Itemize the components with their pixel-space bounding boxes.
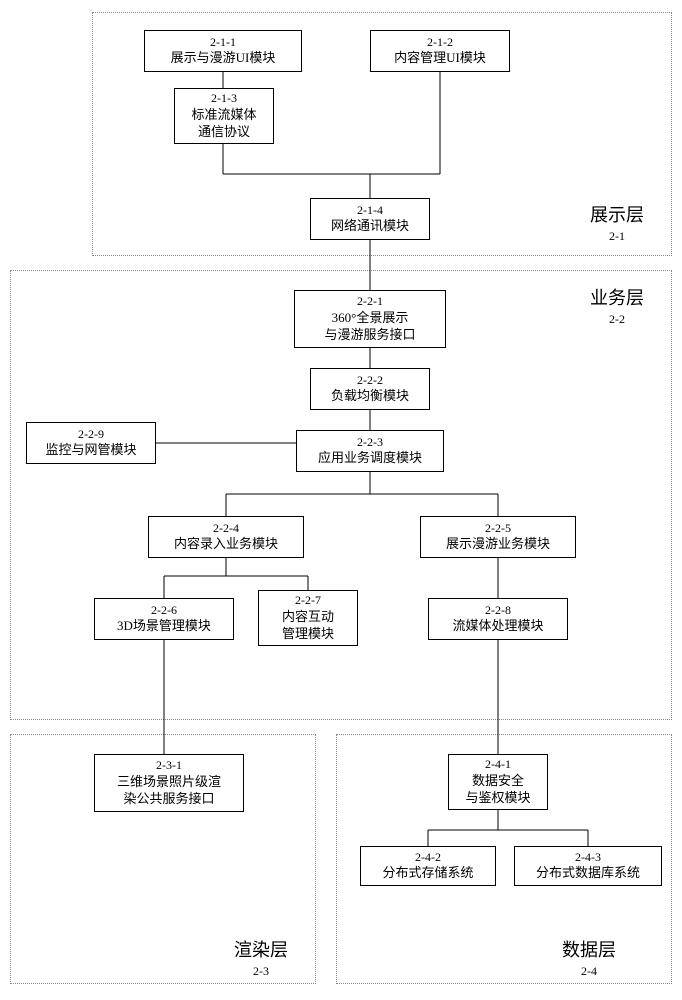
layer-label-text: 数据层 bbox=[562, 940, 616, 960]
node-n222: 2-2-2负载均衡模块 bbox=[310, 368, 430, 410]
layer-render-label: 渲染层 2-3 bbox=[234, 940, 288, 978]
layer-label-code: 2-4 bbox=[562, 964, 616, 978]
node-code: 2-2-2 bbox=[357, 373, 383, 389]
node-code: 2-4-1 bbox=[485, 757, 511, 773]
node-code: 2-1-1 bbox=[210, 35, 236, 51]
node-code: 2-2-8 bbox=[485, 603, 511, 619]
node-n242: 2-4-2分布式存储系统 bbox=[360, 846, 496, 886]
node-n228: 2-2-8流媒体处理模块 bbox=[428, 598, 568, 640]
node-n221: 2-2-1360°全景展示与漫游服务接口 bbox=[294, 290, 446, 348]
layer-presentation-label: 展示层 2-1 bbox=[590, 205, 644, 243]
node-n213: 2-1-3标准流媒体通信协议 bbox=[174, 88, 274, 144]
node-n229: 2-2-9监控与网管模块 bbox=[26, 422, 156, 464]
node-label: 数据安全与鉴权模块 bbox=[465, 773, 530, 807]
layer-label-text: 业务层 bbox=[590, 288, 644, 308]
node-n241: 2-4-1数据安全与鉴权模块 bbox=[448, 754, 548, 810]
node-code: 2-2-4 bbox=[213, 521, 239, 537]
node-label: 标准流媒体通信协议 bbox=[191, 107, 256, 141]
node-n231: 2-3-1三维场景照片级渲染公共服务接口 bbox=[94, 754, 244, 812]
layer-label-text: 展示层 bbox=[590, 205, 644, 225]
node-n212: 2-1-2内容管理UI模块 bbox=[370, 30, 510, 72]
node-code: 2-2-3 bbox=[357, 435, 383, 451]
node-n211: 2-1-1展示与漫游UI模块 bbox=[144, 30, 302, 72]
node-label: 360°全景展示与漫游服务接口 bbox=[324, 310, 415, 344]
node-code: 2-1-3 bbox=[211, 91, 237, 107]
node-n243: 2-4-3分布式数据库系统 bbox=[514, 846, 662, 886]
node-n227: 2-2-7内容互动管理模块 bbox=[258, 590, 358, 646]
node-code: 2-2-1 bbox=[357, 294, 383, 310]
node-label: 内容录入业务模块 bbox=[174, 536, 278, 553]
node-label: 网络通讯模块 bbox=[331, 218, 409, 235]
node-label: 三维场景照片级渲染公共服务接口 bbox=[117, 774, 221, 808]
node-label: 监控与网管模块 bbox=[45, 442, 136, 459]
node-n223: 2-2-3应用业务调度模块 bbox=[296, 430, 444, 472]
node-label: 展示与漫游UI模块 bbox=[171, 50, 276, 67]
node-label: 3D场景管理模块 bbox=[117, 618, 211, 635]
node-label: 展示漫游业务模块 bbox=[446, 536, 550, 553]
node-code: 2-4-3 bbox=[575, 850, 601, 866]
node-label: 内容管理UI模块 bbox=[394, 50, 486, 67]
node-code: 2-3-1 bbox=[156, 758, 182, 774]
node-n224: 2-2-4内容录入业务模块 bbox=[148, 516, 304, 558]
node-n225: 2-2-5展示漫游业务模块 bbox=[420, 516, 576, 558]
node-label: 内容互动管理模块 bbox=[282, 609, 334, 643]
layer-label-code: 2-1 bbox=[590, 229, 644, 243]
node-label: 分布式存储系统 bbox=[382, 865, 473, 882]
node-code: 2-2-7 bbox=[295, 593, 321, 609]
layer-data-label: 数据层 2-4 bbox=[562, 940, 616, 978]
node-label: 负载均衡模块 bbox=[331, 388, 409, 405]
layer-label-code: 2-2 bbox=[590, 312, 644, 326]
node-code: 2-2-6 bbox=[151, 603, 177, 619]
node-n214: 2-1-4网络通讯模块 bbox=[310, 198, 430, 240]
node-label: 应用业务调度模块 bbox=[318, 450, 422, 467]
layer-label-code: 2-3 bbox=[234, 964, 288, 978]
node-code: 2-2-5 bbox=[485, 521, 511, 537]
layer-business-label: 业务层 2-2 bbox=[590, 288, 644, 326]
node-code: 2-4-2 bbox=[415, 850, 441, 866]
layer-label-text: 渲染层 bbox=[234, 940, 288, 960]
node-label: 流媒体处理模块 bbox=[452, 618, 543, 635]
node-code: 2-2-9 bbox=[78, 427, 104, 443]
node-n226: 2-2-63D场景管理模块 bbox=[94, 598, 234, 640]
node-label: 分布式数据库系统 bbox=[536, 865, 640, 882]
node-code: 2-1-4 bbox=[357, 203, 383, 219]
node-code: 2-1-2 bbox=[427, 35, 453, 51]
